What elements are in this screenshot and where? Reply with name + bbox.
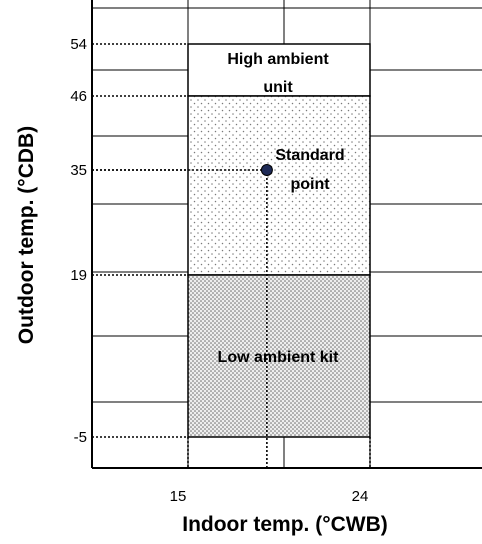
guide-lines bbox=[92, 43, 371, 468]
regions bbox=[187, 43, 371, 438]
axes: 54 46 35 19 -5 15 24 bbox=[70, 0, 482, 505]
standard-point-marker bbox=[260, 164, 273, 176]
y-tick-label: 54 bbox=[70, 36, 87, 53]
high-ambient-label-line1: High ambient bbox=[227, 51, 329, 68]
x-tick-label: 24 bbox=[352, 488, 369, 505]
standard-point-label-line2: point bbox=[290, 176, 330, 193]
region-standard-operating-range bbox=[187, 95, 371, 276]
y-tick-label: 19 bbox=[70, 267, 87, 284]
y-axis-title: Outdoor temp. (°CDB) bbox=[15, 126, 38, 344]
region-labels: High ambient unit Standard point Low ambient… bbox=[218, 51, 345, 366]
x-tick-label: 15 bbox=[170, 488, 187, 505]
region-high-ambient-unit bbox=[187, 43, 371, 97]
y-tick-label: 46 bbox=[70, 88, 87, 105]
standard-point-label-line1: Standard bbox=[275, 147, 344, 164]
y-tick-label: 35 bbox=[70, 162, 87, 179]
high-ambient-label-line2: unit bbox=[263, 79, 293, 96]
region-low-ambient-kit bbox=[187, 274, 371, 438]
y-tick-label: -5 bbox=[74, 429, 87, 446]
low-ambient-kit-label: Low ambient kit bbox=[218, 349, 340, 366]
x-axis-title: Indoor temp. (°CWB) bbox=[182, 513, 388, 536]
